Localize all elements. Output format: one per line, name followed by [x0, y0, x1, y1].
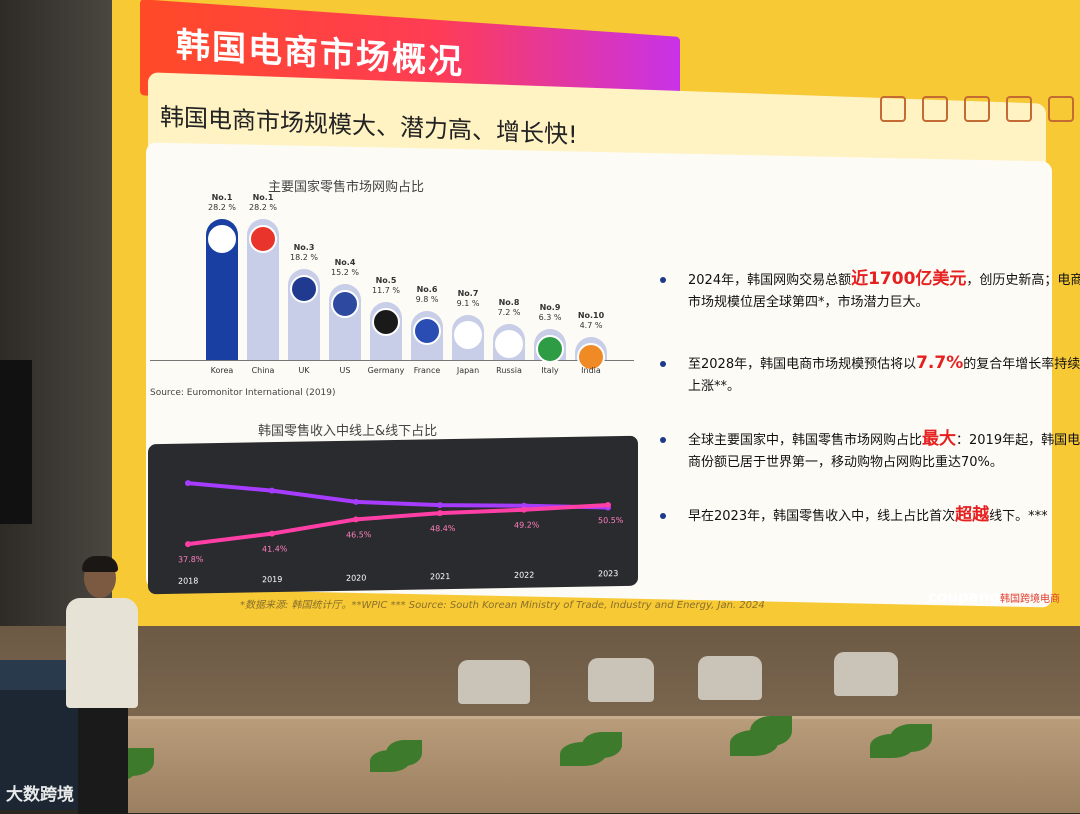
- dress-icon: [880, 96, 906, 122]
- line-x-tick: 2021: [430, 572, 450, 581]
- wall-speaker: [0, 360, 32, 524]
- bullet-2: 至2028年，韩国电商市场规模预估将以7.7%的复合年增长率持续上涨**。: [660, 352, 1080, 398]
- partner-logo: 韩国跨境电商: [1000, 594, 1060, 605]
- bullet-text: 至2028年，韩国电商市场规模预估将以: [688, 357, 917, 372]
- bar-rank: No.5 11.7 %: [372, 275, 400, 295]
- flag-korea-icon: [208, 225, 236, 253]
- bullet-highlight: 最大: [922, 429, 957, 449]
- line-point-label: 48.4%: [430, 524, 456, 533]
- flag-india-icon: [577, 342, 605, 371]
- house-icon: [1006, 96, 1032, 122]
- line-x-tick: 2019: [262, 575, 282, 584]
- computer-icon: [922, 96, 948, 122]
- bullet-3: 全球主要国家中，韩国零售市场网购占比最大：2019年起，韩国电商份额已居于世界第…: [660, 428, 1080, 474]
- bar-category-label: Italy: [541, 366, 559, 375]
- bullet-text: 2024年，韩国网购交易总额: [688, 273, 852, 288]
- flag-germany-icon: [372, 307, 400, 336]
- bar-category-label: US: [339, 366, 351, 375]
- bar-rank: No.10 4.7 %: [577, 310, 605, 330]
- bar-chart-title: 主要国家零售市场网购占比: [268, 180, 425, 195]
- line-point: [437, 510, 443, 517]
- bullet-highlight: 近1700亿美元: [851, 269, 967, 289]
- line-point: [437, 502, 443, 509]
- bullet-highlight: 7.7%: [916, 353, 964, 373]
- bar-category-label: France: [413, 366, 441, 375]
- line-point: [269, 530, 275, 537]
- line-point: [185, 541, 191, 548]
- bullet-4: 早在2023年，韩国零售收入中，线上占比首次超越线下。***: [660, 504, 1080, 528]
- stage-chair: [458, 660, 530, 704]
- bar-rank: No.1 28.2 %: [249, 193, 277, 212]
- line-chart-title: 韩国零售收入中线上&线下占比: [258, 424, 438, 439]
- line-point-label: 49.2%: [514, 520, 540, 529]
- bar-rank: No.3 18.2 %: [290, 243, 318, 262]
- watermark: 大数跨境: [6, 785, 74, 805]
- line-point: [353, 498, 359, 505]
- line-point: [605, 501, 611, 508]
- bar-rank: No.1 28.2 %: [208, 193, 236, 212]
- bar-rank: No.4 15.2 %: [331, 258, 359, 277]
- line-point: [185, 480, 191, 487]
- bullet-highlight: 超越: [955, 505, 990, 525]
- line-point: [521, 506, 527, 513]
- line-series-1: [187, 481, 609, 510]
- flag-russia-icon: [495, 330, 523, 358]
- bar-rank: No.9 6.3 %: [538, 302, 562, 322]
- line-x-tick: 2022: [514, 571, 534, 580]
- car-icon: [1048, 96, 1074, 122]
- flag-japan-icon: [454, 320, 482, 349]
- line-point-label: 41.4%: [262, 544, 288, 553]
- line-point-label: 37.8%: [178, 555, 204, 564]
- bar-category-label: Korea: [210, 366, 234, 375]
- bullet-1: 2024年，韩国网购交易总额近1700亿美元，创历史新高；电商市场规模位居全球第…: [660, 268, 1080, 314]
- bar-chart-axis: [150, 360, 634, 361]
- bullet-text: ：2019年起，韩国电商份额已居于世界第一，移动购物占网购比重达70%。: [688, 433, 1080, 470]
- flag-italy-icon: [536, 334, 564, 363]
- stage-chair: [834, 652, 898, 696]
- bullet-text: 全球主要国家中，韩国零售市场网购占比: [688, 433, 923, 448]
- coupang-logo: coupang: [928, 588, 1001, 606]
- line-x-tick: 2023: [598, 569, 618, 578]
- flag-france-icon: [413, 317, 441, 345]
- line-point-label: 50.5%: [598, 516, 624, 525]
- bar-category-label: Russia: [496, 366, 522, 375]
- card-icon: [964, 96, 990, 122]
- line-point-label: 46.5%: [346, 530, 372, 539]
- bullet-text: 线下。***: [989, 509, 1048, 524]
- stage-chair: [588, 658, 654, 702]
- line-x-tick: 2018: [178, 576, 198, 585]
- line-point: [353, 516, 359, 523]
- potted-plant: [360, 740, 430, 800]
- bullet-text: ，创历史新高；电商市场规模位居全球第四*，市场潜力巨大。: [688, 273, 1080, 310]
- line-chart: 37.8% 41.4% 46.5% 48.4% 49.2% 50.5% 2018 2019 20…: [178, 480, 624, 586]
- line-chart-box: 37.8% 41.4% 46.5% 48.4% 49.2% 50.5% 2018 2019 20…: [148, 435, 638, 595]
- bar-category-label: Japan: [456, 366, 480, 375]
- category-icons: [880, 96, 1074, 122]
- bar-rank: No.6 9.8 %: [415, 285, 439, 304]
- bar-rank: No.7 9.1 %: [456, 288, 480, 308]
- line-x-tick: 2020: [346, 573, 366, 582]
- bar-category-label: India: [581, 366, 601, 375]
- slide-footnote: *数据来源: 韩国统计厅。**WPIC *** Source: South Ko…: [240, 600, 765, 611]
- bar-rank: No.8 7.2 %: [497, 298, 521, 317]
- flag-us-icon: [331, 290, 359, 318]
- potted-plant: [870, 724, 940, 784]
- bar-category-label: UK: [298, 366, 310, 375]
- chart-source: Source: Euromonitor International (2019): [150, 388, 336, 398]
- bar-category-label: Germany: [367, 366, 405, 375]
- bullet-text: 早在2023年，韩国零售收入中，线上占比首次: [688, 509, 956, 524]
- line-point: [269, 487, 275, 494]
- potted-plant: [730, 716, 800, 776]
- potted-plant: [560, 730, 630, 790]
- bullet-text: 的复合年增长率持续上涨**。: [688, 357, 1080, 394]
- flag-china-icon: [249, 225, 277, 253]
- flag-uk-icon: [290, 275, 318, 303]
- bar-category-label: China: [251, 366, 275, 375]
- line-series-2: [187, 503, 609, 547]
- stage-chair: [698, 656, 762, 700]
